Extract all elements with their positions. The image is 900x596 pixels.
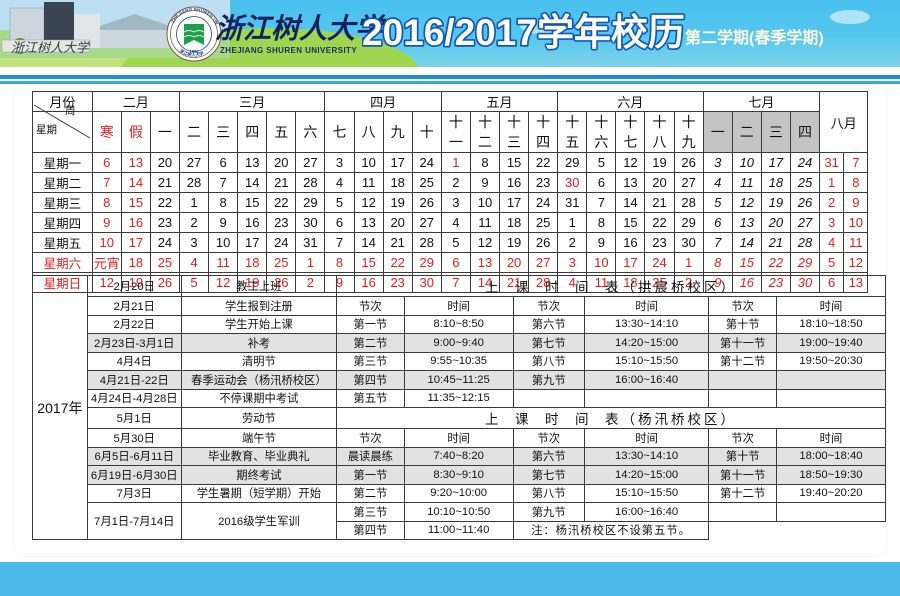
svg-text:浙江树人大学: 浙江树人大学 (11, 40, 91, 55)
svg-text:2016/2017学年校历: 2016/2017学年校历 (362, 11, 685, 53)
svg-text:第二学期(春季学期): 第二学期(春季学期) (685, 28, 824, 47)
